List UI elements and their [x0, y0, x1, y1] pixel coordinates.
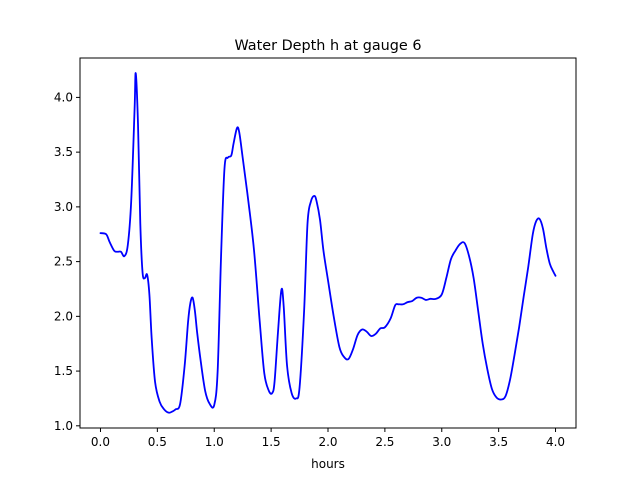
x-tick-label: 0.0 [91, 435, 110, 449]
x-tick-label: 2.0 [318, 435, 337, 449]
x-tick-label: 1.0 [205, 435, 224, 449]
x-axis: 0.0 0.5 1.0 1.5 2.0 2.5 3.0 3.5 4.0 [91, 428, 565, 449]
y-tick-label: 1.5 [54, 364, 73, 378]
y-axis: 1.0 1.5 2.0 2.5 3.0 3.5 4.0 [54, 90, 80, 433]
x-tick-label: 2.5 [375, 435, 394, 449]
y-tick-label: 3.0 [54, 200, 73, 214]
x-axis-label: hours [311, 457, 345, 471]
y-tick-label: 3.5 [54, 145, 73, 159]
y-tick-label: 2.0 [54, 309, 73, 323]
plot-area [80, 58, 576, 428]
y-tick-label: 1.0 [54, 419, 73, 433]
x-tick-label: 1.5 [262, 435, 281, 449]
y-tick-label: 2.5 [54, 255, 73, 269]
chart-title: Water Depth h at gauge 6 [234, 38, 421, 54]
series-line [99, 72, 557, 414]
x-tick-label: 3.0 [432, 435, 451, 449]
x-tick-label: 0.5 [148, 435, 167, 449]
y-tick-label: 4.0 [54, 90, 73, 104]
series-layer [99, 72, 557, 414]
x-tick-label: 3.5 [489, 435, 508, 449]
x-tick-label: 4.0 [546, 435, 565, 449]
